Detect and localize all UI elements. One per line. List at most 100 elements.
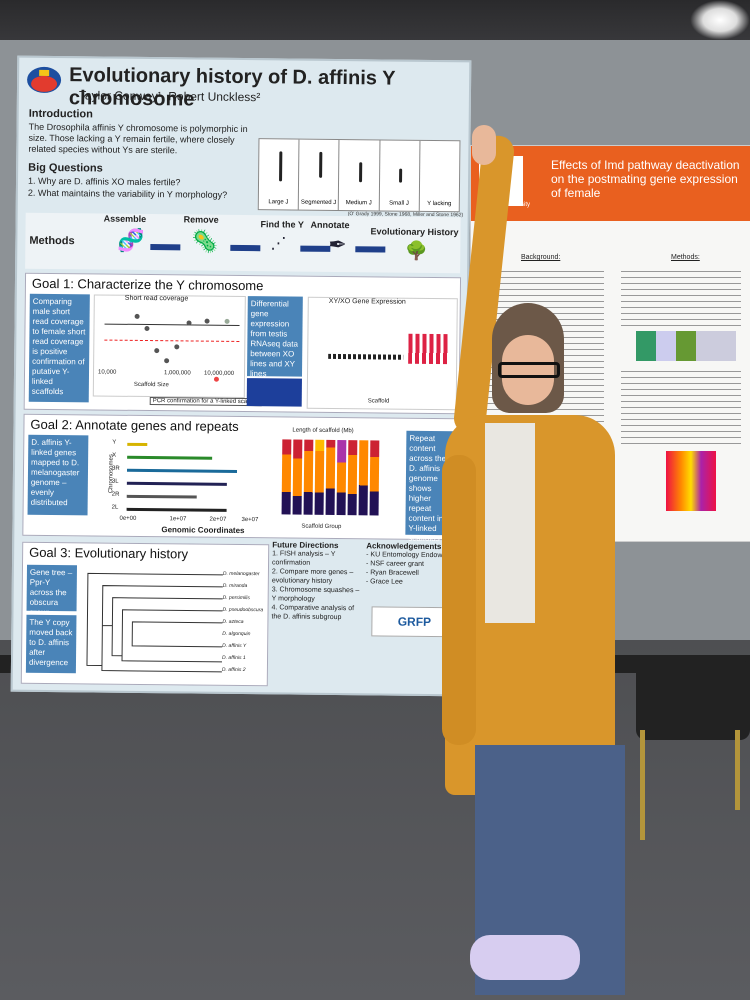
chair-leg [735, 730, 740, 810]
coverage-threshold-line [104, 339, 240, 342]
future-item: 1. FISH analysis – Y confirmation [272, 550, 336, 567]
chromosome-label: 2L [111, 504, 119, 511]
poster-authors: Taylor Conway¹, Robert Unckless² [78, 88, 261, 105]
lavender-sneaker [470, 935, 580, 980]
goal2-blue-text: D. affinis Y-linked genes mapped to D. m… [27, 434, 89, 516]
ceiling-light [690, 0, 750, 40]
repeat-bar-xlabel: Scaffold Group [301, 523, 342, 531]
y-morph-small-j: Small J [379, 140, 421, 211]
repeat-bar [369, 440, 380, 516]
goal1-blue-text: Comparing male short read coverage to fe… [28, 293, 90, 403]
tree-taxon: D. affinis Y [222, 642, 247, 650]
goal3-blue-text-2: The Y copy moved back to D. affinis afte… [25, 614, 77, 674]
methods-heading: Methods [29, 234, 75, 248]
coverage-point [144, 325, 150, 332]
repeat-bar [314, 439, 325, 515]
gene-tree [86, 572, 223, 673]
method-assemble: Assemble [103, 213, 147, 224]
gene-track [127, 442, 148, 447]
white-shirt [485, 423, 535, 623]
methods-bar: Methods Assemble 🧬 Remove 🦠 Find the Y ⋰… [25, 212, 461, 274]
arrow-icon [230, 244, 261, 252]
glasses-icon [498, 362, 560, 378]
expression-points-band [328, 353, 404, 360]
chromosome-label: 3R [111, 465, 120, 472]
goal2-heading: Goal 2: Annotate genes and repeats [30, 416, 239, 434]
y-morph-medium-j: Medium J [339, 140, 381, 211]
repeat-bar [336, 440, 347, 516]
gene-plot-xlabel: Genomic Coordinates [161, 525, 245, 536]
coverage-xtick: 1,000,000 [163, 370, 191, 377]
method-remove: Remove [183, 214, 219, 225]
smiling-face [502, 335, 554, 405]
coverage-point [164, 358, 170, 364]
goal1-blue-text-mid: Differential gene expression from testis… [246, 296, 303, 378]
tree-taxon: D. affinis 2 [221, 666, 246, 674]
goal3-panel: Goal 3: Evolutionary history Gene tree –… [20, 541, 270, 687]
coverage-point [204, 318, 210, 324]
gene-xtick: 3e+07 [241, 517, 259, 524]
gene-track [126, 494, 197, 499]
future-item: 2. Compare more genes – evolutionary his… [271, 568, 354, 585]
coverage-plot-title: Short read coverage [124, 294, 189, 303]
tree-taxon: D. pseudoobscura [222, 606, 264, 614]
repeat-bar-chart: Length of scaffold (Mb) Scaffold Group [261, 427, 403, 535]
dna-icon: 🧬 [117, 227, 145, 253]
gene-track [127, 455, 213, 460]
repeat-bar-title: Length of scaffold (Mb) [292, 427, 354, 435]
gene-xtick: 0e+00 [119, 515, 137, 522]
expression-table-graphic [246, 378, 302, 407]
future-item: 3. Chromosome squashes – Y morphology [271, 586, 360, 603]
repeat-bar [325, 439, 336, 515]
chromosome-label: X [112, 452, 117, 459]
coverage-point [134, 313, 140, 319]
gene-track [126, 468, 238, 473]
coverage-point [174, 344, 180, 350]
methods-heading-2: Methods: [671, 254, 700, 261]
introduction-text: The Drosophila affinis Y chromosome is p… [28, 121, 248, 156]
arrow-icon [355, 246, 386, 253]
carpet-floor [0, 640, 750, 1000]
tree-icon: 🌳 [405, 240, 428, 261]
method-annotate: Annotate [310, 219, 350, 231]
coverage-plot: Short read coverage Scaffold Size 10,000… [92, 294, 246, 399]
tree-taxon: D. miranda [222, 582, 248, 590]
scatter-plot-icon: ⋰ [270, 235, 287, 253]
goal1-heading: Goal 1: Characterize the Y chromosome [31, 275, 264, 294]
goal2-panel: Goal 2: Annotate genes and repeats D. af… [22, 413, 460, 543]
repeat-bar [281, 439, 292, 515]
question-2: 2. What maintains the variability in Y m… [27, 187, 228, 200]
arrow-icon [150, 244, 181, 251]
genome-browser-figure [636, 331, 736, 361]
black-chair [636, 660, 750, 740]
repeat-bar [303, 439, 314, 515]
big-questions-heading: Big Questions [28, 161, 103, 175]
future-directions: Future Directions 1. FISH analysis – Y c… [271, 540, 360, 622]
tree-taxon: D. melanogaster [222, 570, 260, 578]
coverage-point [154, 348, 160, 354]
tree-taxon: D. algonquin [222, 630, 251, 638]
repeat-bar [292, 439, 303, 515]
lowered-arm [442, 455, 476, 745]
chromosome-label: 2R [111, 491, 120, 498]
gene-track [126, 507, 227, 512]
repeat-bars [281, 439, 393, 516]
pcr-caption: PCR confirmation for a Y-linked scaffold [149, 397, 262, 407]
tree-taxon: D. azteca [222, 618, 244, 626]
presenter-person [430, 125, 690, 1000]
pen-icon: ✒ [328, 231, 347, 258]
coverage-zero-line [104, 323, 240, 326]
tree-taxon: D. affinis 1 [222, 654, 246, 662]
goal3-heading: Goal 3: Evolutionary history [29, 544, 189, 562]
arrow-icon [300, 245, 331, 252]
gene-track [126, 481, 227, 486]
heatmap-figure [666, 451, 716, 511]
future-item: 4. Comparative analysis of the D. affini… [271, 604, 355, 622]
y-morph-large-j: Large J [258, 139, 300, 210]
goal3-blue-text: Gene tree – Ppr-Y across the obscura gro… [26, 564, 78, 617]
coverage-point [186, 320, 192, 326]
chromosome-label: 3L [111, 478, 119, 485]
coverage-point [224, 318, 230, 324]
ku-jayhawk-logo [27, 66, 62, 93]
repeat-bar [347, 440, 358, 516]
